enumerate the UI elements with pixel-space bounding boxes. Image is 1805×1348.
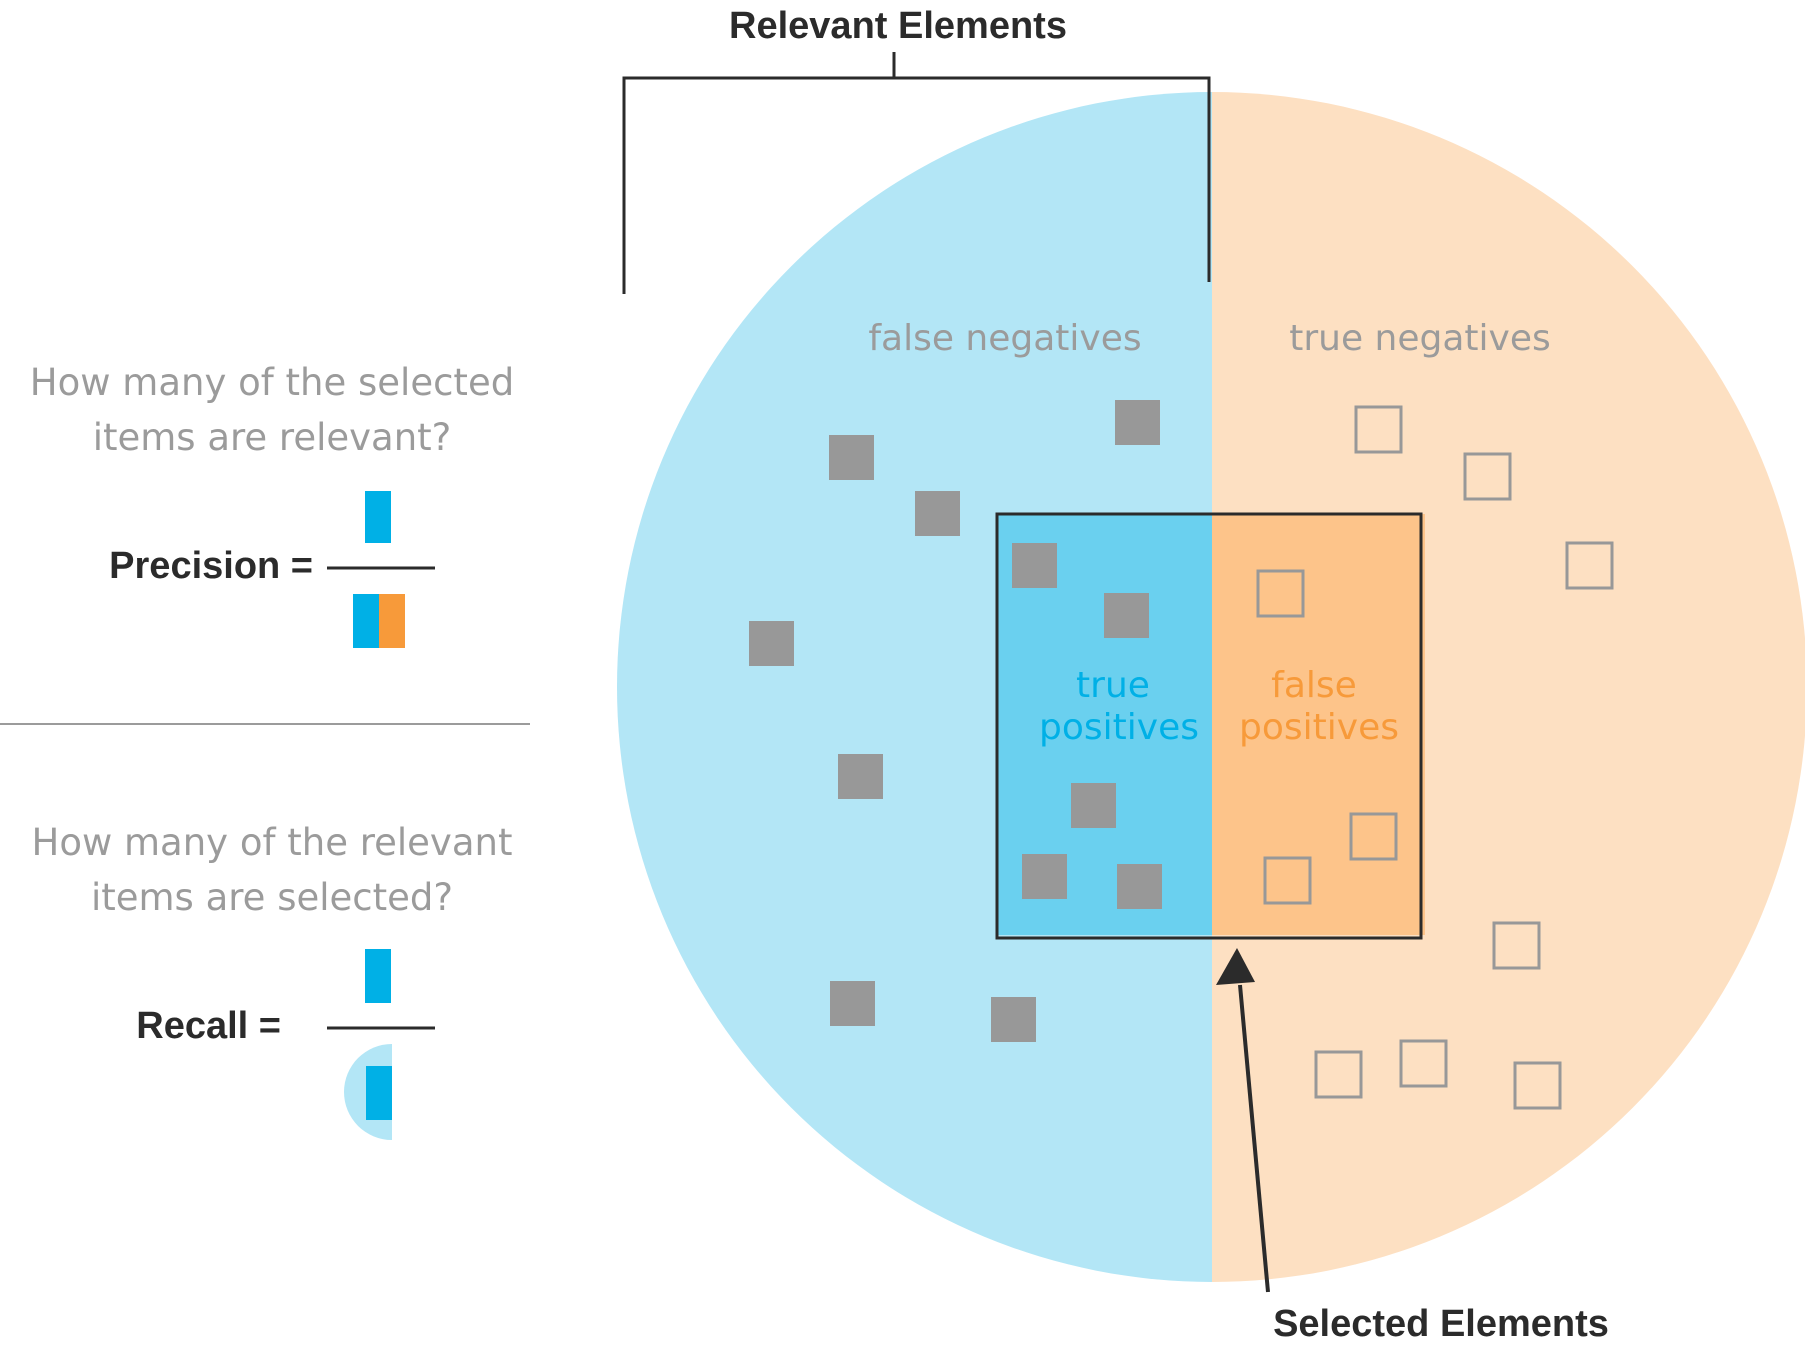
filled-square-icon — [749, 621, 794, 666]
true-positives-label: true — [1076, 665, 1150, 706]
filled-square-icon — [838, 754, 883, 799]
false-positives-area — [1212, 514, 1425, 935]
precision-question: How many of the selected — [30, 361, 514, 404]
hollow-square-icon — [1565, 541, 1614, 590]
recall-denominator-relevant — [366, 1066, 392, 1120]
filled-square-icon — [991, 997, 1036, 1042]
hollow-square-icon — [1314, 1050, 1363, 1099]
relevant-elements-heading: Relevant Elements — [729, 5, 1067, 47]
hollow-square-icon — [1349, 812, 1398, 861]
true-negatives-label: true negatives — [1289, 318, 1551, 359]
precision-numerator — [365, 491, 391, 543]
precision-label: Precision = — [109, 545, 313, 587]
hollow-square-icon — [1492, 921, 1541, 970]
filled-square-icon — [830, 981, 875, 1026]
hollow-square-icon — [1513, 1061, 1562, 1110]
irrelevant-items — [1256, 405, 1614, 1110]
precision-denominator-relevant — [353, 594, 379, 648]
filled-square-icon — [1117, 864, 1162, 909]
recall-numerator — [365, 949, 391, 1003]
filled-square-icon — [1022, 854, 1067, 899]
filled-square-icon — [1071, 783, 1116, 828]
filled-square-icon — [829, 435, 874, 480]
filled-square-icon — [1104, 593, 1149, 638]
relevant-half-circle — [617, 92, 1212, 1282]
recall-question: items are selected? — [91, 876, 453, 919]
recall-label: Recall = — [136, 1005, 281, 1047]
recall-question: How many of the relevant — [32, 821, 513, 864]
selected-elements-heading: Selected Elements — [1273, 1303, 1609, 1345]
true-positives-label: positives — [1039, 707, 1199, 748]
false-positives-label: positives — [1239, 707, 1399, 748]
arrow-icon — [1216, 948, 1270, 1293]
precision-denominator-irrelevant — [379, 594, 405, 648]
hollow-square-icon — [1463, 452, 1512, 501]
filled-square-icon — [1012, 543, 1057, 588]
precision-question: items are relevant? — [93, 416, 452, 459]
false-positives-label: false — [1271, 665, 1357, 706]
bracket-icon — [622, 52, 1211, 294]
irrelevant-half-circle — [1212, 92, 1805, 1282]
false-negatives-label: false negatives — [868, 318, 1141, 359]
hollow-square-icon — [1263, 856, 1312, 905]
selected-elements-box — [995, 512, 1423, 940]
relevant-items — [749, 400, 1162, 1042]
hollow-square-icon — [1399, 1039, 1448, 1088]
hollow-square-icon — [1256, 569, 1305, 618]
hollow-square-icon — [1354, 405, 1403, 454]
filled-square-icon — [915, 491, 960, 536]
filled-square-icon — [1115, 400, 1160, 445]
